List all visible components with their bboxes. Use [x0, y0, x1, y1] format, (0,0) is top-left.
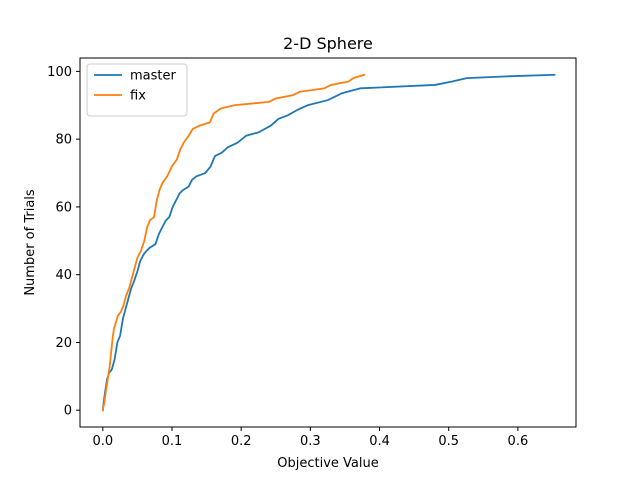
- series-layer: [101, 73, 556, 412]
- y-tick-label: 100: [47, 65, 72, 80]
- legend-label-fix: fix: [130, 89, 146, 104]
- plot-area: [79, 57, 577, 428]
- y-axis-label: Number of Trials: [23, 189, 38, 296]
- x-tick-label: 0.5: [438, 434, 459, 449]
- x-tick-label: 0.4: [369, 434, 390, 449]
- y-tick-label: 0: [64, 404, 72, 419]
- legend: master fix: [86, 63, 188, 117]
- y-tick-label: 20: [55, 336, 72, 351]
- x-tick-label: 0.2: [231, 434, 252, 449]
- y-axis: 0 20 40 60 80 100: [47, 65, 80, 419]
- legend-box: [86, 63, 188, 117]
- series-line-master: [101, 73, 556, 412]
- chart-title: 2-D Sphere: [283, 34, 373, 53]
- axes-frame: [79, 57, 577, 428]
- x-tick-label: 0.3: [300, 434, 321, 449]
- x-axis-label: Objective Value: [277, 456, 378, 471]
- x-tick-label: 0.0: [92, 434, 113, 449]
- y-tick-label: 60: [55, 200, 72, 215]
- y-tick-label: 80: [55, 133, 72, 148]
- plot-background: [80, 58, 576, 427]
- legend-label-master: master: [130, 69, 176, 84]
- x-axis: 0.0 0.1 0.2 0.3 0.4 0.5 0.6: [92, 427, 528, 449]
- series-line-fix: [101, 73, 366, 412]
- x-tick-label: 0.1: [162, 434, 183, 449]
- x-tick-label: 0.6: [508, 434, 529, 449]
- y-tick-label: 40: [55, 268, 72, 283]
